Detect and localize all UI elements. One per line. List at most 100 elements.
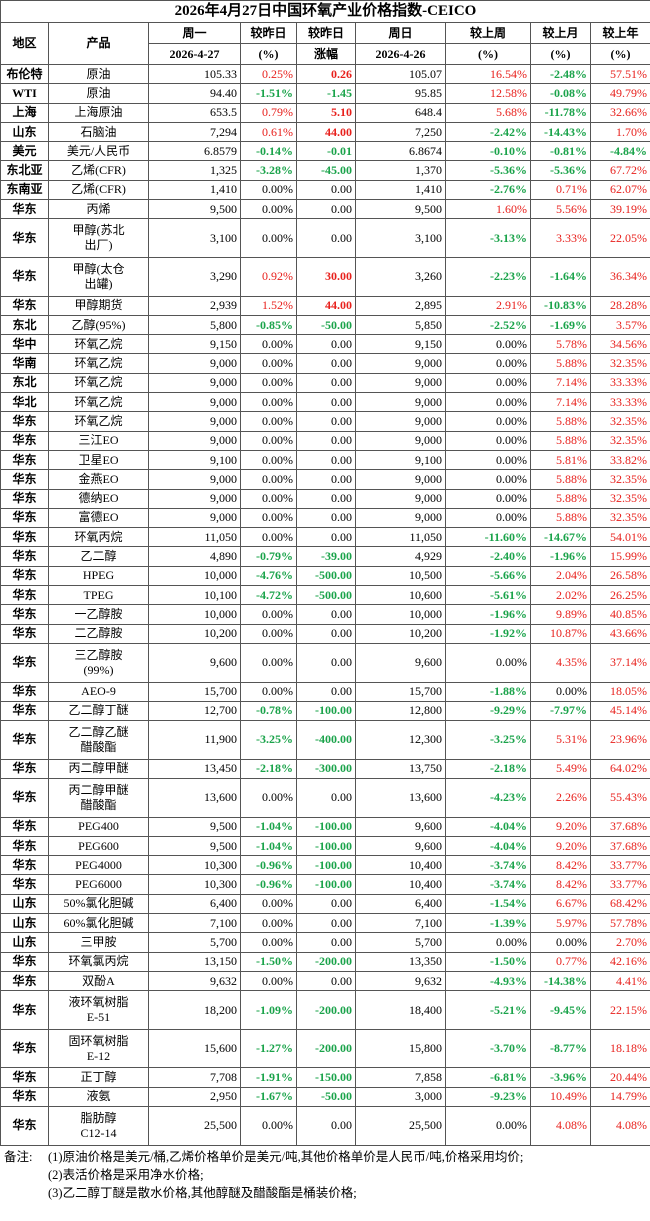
region-cell: 东北 <box>0 314 49 336</box>
value-cell: 15,700 <box>148 681 241 702</box>
table-row: 华东 PEG6000 10,300 -0.96% -100.00 10,400 -3.74%… <box>0 874 650 895</box>
value-cell: 0.61% <box>240 121 297 143</box>
value-cell: 11,050 <box>148 527 241 548</box>
value-cell: 648.4 <box>355 102 446 123</box>
value-cell: 0.00 <box>296 469 356 490</box>
region-cell: 华东 <box>0 488 49 509</box>
value-cell: 9,000 <box>148 411 241 432</box>
value-cell: 0.00% <box>240 488 297 509</box>
region-cell: 美元 <box>0 141 49 162</box>
value-cell: 0.00 <box>296 218 356 258</box>
table-row: 华东 AEO-9 15,700 0.00% 0.00 15,700 -1.88% 0.00% 1… <box>0 681 650 702</box>
value-cell: 68.42% <box>590 893 650 915</box>
value-cell: 9,632 <box>148 970 241 992</box>
table-row: 华东 TPEG 10,100 -4.72% -500.00 10,600 -5.61% 2.0… <box>0 585 650 606</box>
value-cell: 10,400 <box>355 874 446 895</box>
value-cell: 2,939 <box>148 295 241 316</box>
region-cell: 华东 <box>0 430 49 451</box>
notes: 备注: (1)原油价格是美元/桶,乙烯价格单价是美元/吨,其他价格单价是人民币/… <box>0 1146 650 1202</box>
value-cell: -3.28% <box>240 160 297 181</box>
value-cell: 37.68% <box>590 835 650 857</box>
value-cell: 0.00% <box>240 411 297 432</box>
region-cell: 华东 <box>0 720 49 760</box>
value-cell: 95.85 <box>355 83 446 104</box>
value-cell: 7,100 <box>148 913 241 934</box>
value-cell: 0.00 <box>296 913 356 934</box>
table-row: 华东 正丁醇 7,708 -1.91% -150.00 7,858 -6.81% -3.96%… <box>0 1067 650 1088</box>
region-cell: 东南亚 <box>0 179 49 201</box>
table-row: 华东 液氨 2,950 -1.67% -50.00 3,000 -9.23% 10.49% 14… <box>0 1086 650 1108</box>
value-cell: 5.56% <box>530 199 591 220</box>
value-cell: 0.00 <box>296 604 356 625</box>
header-cell: (%) <box>590 43 650 65</box>
value-cell: 10,000 <box>355 604 446 625</box>
region-cell: 上海 <box>0 102 49 123</box>
value-cell: -4.76% <box>240 565 297 587</box>
value-cell: -14.43% <box>530 121 591 143</box>
value-cell: -11.78% <box>530 102 591 123</box>
value-cell: 4,890 <box>148 546 241 567</box>
product-cell: 环氧乙烷 <box>48 372 149 394</box>
value-cell: 15,600 <box>148 1028 241 1069</box>
value-cell: 33.33% <box>590 372 650 394</box>
value-cell: -1.45 <box>296 83 356 104</box>
value-cell: 9,500 <box>148 199 241 220</box>
product-cell: 液氨 <box>48 1086 149 1108</box>
value-cell: 0.00 <box>296 642 356 683</box>
value-cell: 45.14% <box>590 700 650 722</box>
region-cell: 华东 <box>0 469 49 490</box>
region-cell: 山东 <box>0 932 49 953</box>
region-cell: 华东 <box>0 1067 49 1088</box>
header-cell: 较上年 <box>590 22 650 44</box>
value-cell: -200.00 <box>296 951 356 972</box>
value-cell: 0.00 <box>296 449 356 471</box>
product-cell: 上海原油 <box>48 102 149 123</box>
value-cell: 22.05% <box>590 218 650 258</box>
table-row: 东北 环氧乙烷 9,000 0.00% 0.00 9,000 0.00% 7.14% 33.33… <box>0 372 650 394</box>
value-cell: 0.00% <box>240 469 297 490</box>
value-cell: 9.20% <box>530 835 591 857</box>
value-cell: 9,000 <box>355 411 446 432</box>
value-cell: 9,150 <box>148 334 241 355</box>
value-cell: 10,000 <box>148 565 241 587</box>
value-cell: -400.00 <box>296 720 356 760</box>
value-cell: 10,100 <box>148 585 241 606</box>
value-cell: 18.18% <box>590 1028 650 1069</box>
value-cell: 67.72% <box>590 160 650 181</box>
value-cell: 0.00 <box>296 681 356 702</box>
value-cell: -0.01 <box>296 141 356 162</box>
value-cell: 13,350 <box>355 951 446 972</box>
table-row: 华东 甲醇(苏北 出厂) 3,100 0.00% 0.00 3,100 -3.13% 3.33… <box>0 218 650 258</box>
value-cell: 0.00% <box>240 893 297 915</box>
region-cell: 东北 <box>0 372 49 394</box>
value-cell: 0.00% <box>445 1106 531 1146</box>
value-cell: 0.00 <box>296 777 356 818</box>
value-cell: 12,700 <box>148 700 241 722</box>
value-cell: -5.61% <box>445 585 531 606</box>
value-cell: 0.00% <box>240 932 297 953</box>
value-cell: 0.00% <box>445 932 531 953</box>
value-cell: 11,050 <box>355 527 446 548</box>
product-cell: 乙二醇 <box>48 546 149 567</box>
value-cell: -4.04% <box>445 816 531 837</box>
region-cell: 华东 <box>0 1106 49 1146</box>
value-cell: -3.70% <box>445 1028 531 1069</box>
value-cell: 0.00 <box>296 411 356 432</box>
value-cell: 9,500 <box>355 199 446 220</box>
header-cell: 2026-4-26 <box>355 43 446 65</box>
value-cell: 16.54% <box>445 63 531 85</box>
value-cell: 44.00 <box>296 121 356 143</box>
value-cell: -5.36% <box>530 160 591 181</box>
value-cell: 32.35% <box>590 507 650 529</box>
table-row: 华东 甲醇期货 2,939 1.52% 44.00 2,895 2.91% -10.83% 28… <box>0 295 650 316</box>
value-cell: -2.48% <box>530 63 591 85</box>
value-cell: 4.08% <box>590 1106 650 1146</box>
table-row: 华东 丙二醇甲醚 13,450 -2.18% -300.00 13,750 -2.18% 5.… <box>0 758 650 779</box>
value-cell: -3.13% <box>445 218 531 258</box>
region-cell: 华东 <box>0 546 49 567</box>
product-cell: 50%氯化胆碱 <box>48 893 149 915</box>
value-cell: -2.40% <box>445 546 531 567</box>
value-cell: -200.00 <box>296 990 356 1030</box>
region-cell: 布伦特 <box>0 63 49 85</box>
value-cell: 33.82% <box>590 449 650 471</box>
